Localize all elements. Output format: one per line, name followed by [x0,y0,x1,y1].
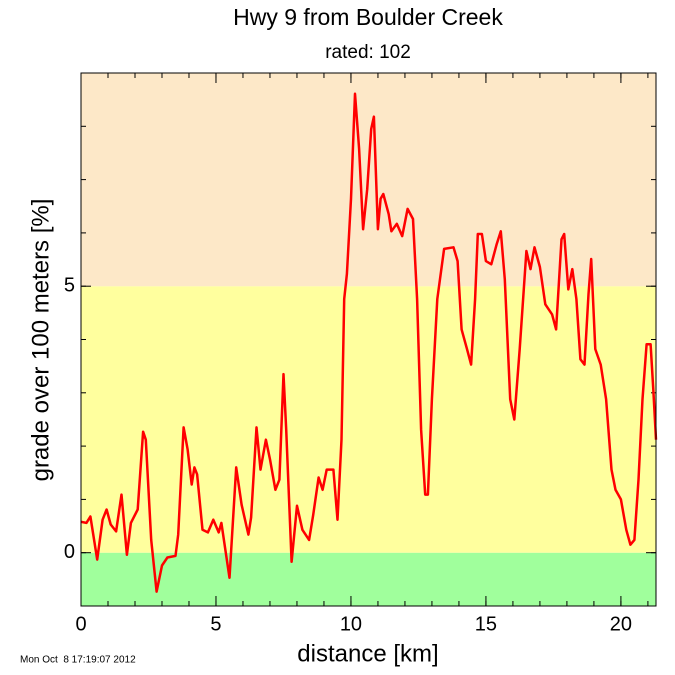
grade-band [81,286,656,553]
x-tick-label: 0 [75,613,86,635]
grade-line [80,92,658,593]
chart-title: Hwy 9 from Boulder Creek [233,4,503,30]
y-axis-label: grade over 100 meters [%] [27,199,54,482]
chart-subtitle: rated: 102 [325,42,411,63]
y-tick-label: 5 [64,274,75,296]
x-axis-label: distance [km] [297,640,438,667]
timestamp: Mon Oct 8 17:19:07 2012 [20,655,136,666]
x-tick-label: 10 [340,613,362,635]
x-tick-label: 5 [210,613,221,635]
y-tick-label: 0 [64,541,75,563]
plot-frame [80,72,657,607]
x-tick-label: 15 [475,613,497,635]
x-tick-label: 20 [610,613,632,635]
grade-band [81,552,656,606]
